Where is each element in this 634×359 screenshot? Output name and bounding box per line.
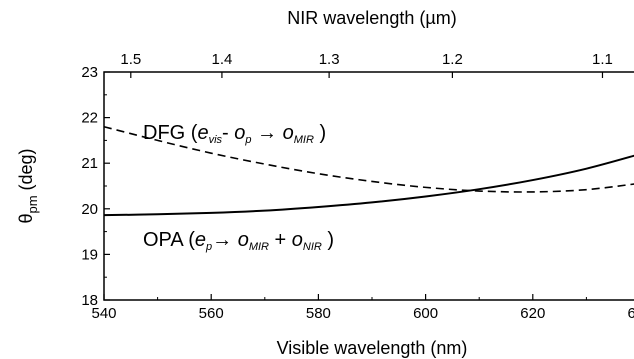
top-axis-title: NIR wavelength (µm) (287, 8, 456, 28)
y-tick-label: 22 (81, 110, 98, 127)
x2-tick-label: 1.4 (211, 51, 232, 68)
x2-tick-label: 1.2 (442, 51, 463, 68)
dfg-annotation: DFG (evis- op → oMIR ) (143, 122, 326, 146)
x-tick-label: 620 (520, 305, 545, 322)
x2-tick-label: 1.5 (120, 51, 141, 68)
theta-subscript: pm (25, 195, 40, 213)
x-tick-label: 560 (199, 305, 224, 322)
opa-annotation: OPA (ep→ oMIR + oNIR ) (143, 229, 334, 253)
plot-frame (103, 71, 634, 301)
left-axis-title: θpm (deg) (16, 148, 40, 223)
theta-symbol: θ (16, 214, 36, 224)
x-tick-label: 600 (413, 305, 438, 322)
y-tick-label: 20 (81, 201, 98, 218)
y-tick-label: 23 (81, 64, 98, 81)
series-line-dfg (103, 125, 634, 193)
axis-ticks: 540 560 580 600 620 640 18 19 20 21 22 23 1.5 1.4 1.3 1… (81, 51, 634, 322)
y-tick-label: 18 (81, 292, 98, 309)
x-tick-label: 640 (627, 305, 634, 322)
x2-tick-label: 1.3 (319, 51, 340, 68)
x-tick-label: 540 (91, 305, 116, 322)
y-tick-label: 19 (81, 246, 98, 263)
ylabel-unit: (deg) (16, 148, 36, 195)
series-group (103, 125, 634, 217)
x-tick-label: 580 (306, 305, 331, 322)
bottom-axis-title: Visible wavelength (nm) (277, 338, 468, 358)
x2-tick-label: 1.1 (592, 51, 613, 68)
y-tick-label: 21 (81, 155, 98, 172)
series-line-opa (103, 154, 634, 217)
